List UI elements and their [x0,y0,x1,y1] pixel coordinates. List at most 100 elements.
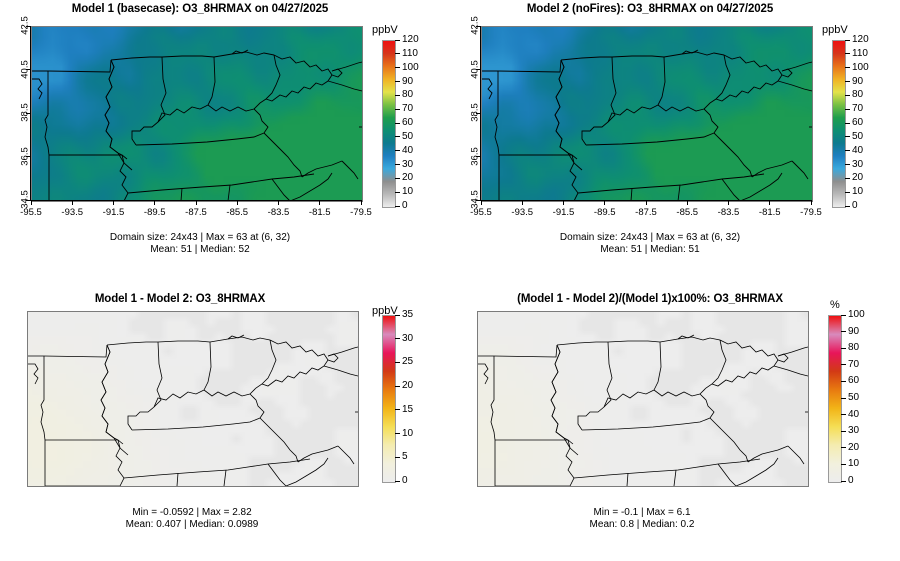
colorbar-tick [845,136,850,138]
y-axis-tick [476,156,481,157]
x-axis-tick [563,200,564,205]
y-axis-tick-label: 38.5 [19,103,31,122]
x-axis-tick [113,200,114,205]
state-border-path [214,52,274,57]
x-axis-tick [195,200,197,205]
state-border-path [561,57,612,60]
y-axis-tick-label: 40.5 [469,59,481,79]
x-axis-tick-label: -91.5 [102,207,125,218]
state-border-path [712,340,778,386]
panel-model1: Model 1 (basecase): O3_8HRMAX on 04/27/2… [0,0,450,280]
state-border-path [28,364,38,384]
colorbar-tick-label: 80 [402,89,414,101]
colorbar-tick [395,164,400,165]
state-border-path [298,446,338,462]
state-border-path [748,446,788,462]
panel-title: (Model 1 - Model 2)/(Model 1)x100%: O3_8… [517,293,783,305]
state-border-path [582,57,616,145]
state-border-path [132,57,166,145]
y-axis-tick [26,69,31,70]
colorbar-tick-label: 90 [402,75,414,87]
y-axis-line [480,26,481,200]
colorbar-tick-label: 60 [848,375,860,387]
colorbar-tick-label: 50 [852,130,864,142]
state-border-path [208,57,215,105]
x-axis-tick-label: -93.5 [61,207,84,218]
state-border-path [612,56,664,57]
colorbar-tick [395,177,400,179]
x-axis-tick [30,200,32,205]
state-border-path [105,60,132,170]
state-border-path [478,364,488,384]
state-border-path [328,81,362,91]
state-border-path [132,418,260,430]
colorbar-tick [845,164,850,165]
colorbar-tick-label: 110 [402,47,418,59]
panel-caption-line2: Mean: 51 | Median: 51 [600,244,700,255]
panel-caption-line2: Mean: 0.8 | Median: 0.2 [589,519,695,530]
state-border-path [250,394,264,418]
state-border-path [574,459,760,478]
colorbar-tick-label: 80 [852,89,864,101]
x-axis-tick [728,200,729,205]
state-border-path [664,52,724,57]
state-border-path [495,71,499,155]
state-border-path [208,105,254,111]
state-border-path [101,345,128,455]
state-border-path [722,179,740,201]
colorbar-gradient [828,315,842,483]
state-border-path [752,161,792,177]
state-border-path [788,446,804,464]
colorbar-tick [845,177,850,179]
y-axis-tick-label: 34.5 [19,190,31,209]
colorbar-tick-label: 20 [402,172,414,184]
x-axis-tick [154,200,156,205]
colorbar-tick [841,414,846,416]
state-border-path [210,337,270,342]
x-axis-tick-label: -89.5 [143,207,166,218]
state-border-path [582,418,710,430]
colorbar-tick-label: 90 [848,325,860,337]
colorbar-tick-label: 10 [852,186,864,198]
colorbar-gradient [382,40,396,208]
state-border-path [32,60,111,72]
state-border-path [608,341,660,342]
colorbar-tick [841,463,846,465]
colorbar-tick [845,39,850,41]
colorbar-tick [845,108,850,110]
state-border-path [678,185,680,201]
x-axis-tick-label: -89.5 [593,207,616,218]
state-border-path [678,335,694,339]
x-axis-line [31,200,361,201]
x-axis-tick-label: -93.5 [511,207,534,218]
x-axis-tick [645,200,647,205]
state-border-path [107,342,158,345]
state-border-path [228,335,244,339]
state-boundaries [478,312,808,486]
colorbar-tick [845,67,850,69]
state-border-path [290,173,332,201]
state-border-path [608,105,658,122]
colorbar-tick-label: 0 [848,475,854,486]
state-border-path [32,79,42,99]
x-axis-tick [810,200,812,205]
map-plot-area [27,311,359,487]
state-border-path [181,188,182,201]
state-border-path [204,342,211,390]
colorbar-tick-label: 5 [402,451,408,463]
state-border-path [482,79,492,99]
x-axis-tick-label: -81.5 [758,207,781,218]
colorbar-tick [395,480,400,482]
state-border-path [120,155,128,201]
colorbar-tick-label: 70 [852,103,864,115]
panel-percent-difference: (Model 1 - Model 2)/(Model 1)x100%: O3_8… [450,281,900,561]
map-plot-area [477,311,809,487]
state-border-path [499,155,577,159]
state-border-path [482,60,561,72]
state-border-path [338,446,354,464]
y-axis-tick-label: 36.5 [19,146,31,166]
state-border-path [302,161,342,177]
state-border-path [627,473,628,486]
panel-caption-line1: Min = -0.0592 | Max = 2.82 [132,507,252,518]
colorbar-tick-label: 0 [402,200,408,211]
